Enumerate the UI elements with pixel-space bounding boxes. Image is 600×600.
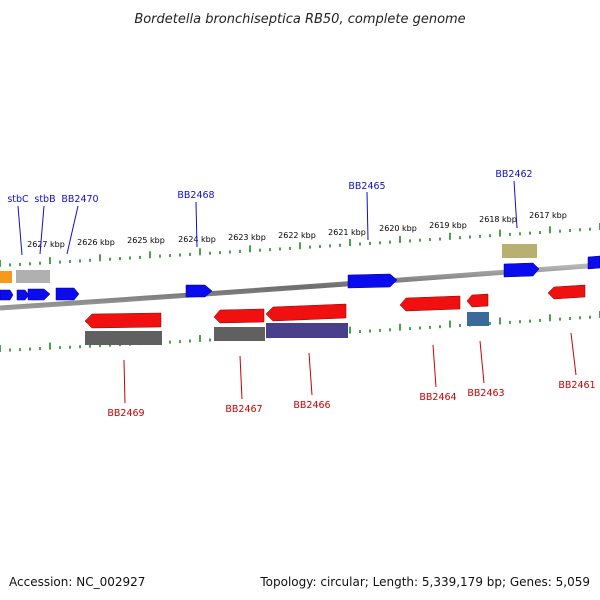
bottom-feature-blocks	[85, 312, 489, 345]
gene-label[interactable]: BB2466	[293, 400, 330, 411]
darkgray-feature-block[interactable]	[214, 327, 265, 341]
accession-text: Accession: NC_002927	[9, 575, 145, 589]
bottom-gene-labels: BB2469 BB2467 BB2466 BB2464 BB2463 BB246…	[107, 380, 595, 419]
gene-label[interactable]: stbC	[7, 194, 29, 205]
top-gene-labels: stbC stbB BB2470 BB2468 BB2465 BB2462	[7, 169, 532, 205]
steelblue-feature-block[interactable]	[467, 312, 489, 326]
scale-label-2625: 2625 kbp	[127, 236, 165, 245]
darkgray-feature-block[interactable]	[85, 331, 162, 345]
scale-labels: 2627 kbp 2626 kbp 2625 kbp 2624 kbp 2623…	[27, 211, 567, 249]
gene-arrow-forward[interactable]	[503, 262, 540, 278]
gene-arrow-reverse[interactable]	[84, 312, 162, 329]
khaki-feature-block[interactable]	[502, 244, 537, 258]
scale-label-2619: 2619 kbp	[429, 221, 467, 230]
gene-label[interactable]: BB2467	[225, 404, 262, 415]
gene-label[interactable]: BB2461	[558, 380, 595, 391]
scale-label-2622: 2622 kbp	[278, 231, 316, 240]
gene-arrow-reverse[interactable]	[547, 284, 586, 300]
orange-feature-block[interactable]	[0, 271, 12, 283]
scale-label-2627: 2627 kbp	[27, 240, 65, 249]
gene-arrow-forward[interactable]	[55, 287, 80, 301]
genome-title: Bordetella bronchiseptica RB50, complete…	[134, 12, 465, 27]
gene-arrow-forward[interactable]	[347, 273, 398, 289]
scale-label-2626: 2626 kbp	[77, 238, 115, 247]
gene-arrow-reverse[interactable]	[213, 308, 265, 324]
reverse-strand-features	[84, 284, 586, 329]
genome-summary-text: Topology: circular; Length: 5,339,179 bp…	[259, 575, 590, 589]
gene-label[interactable]: BB2469	[107, 408, 144, 419]
purple-feature-block[interactable]	[266, 323, 348, 338]
gene-arrow-forward[interactable]	[27, 288, 51, 301]
gene-label[interactable]: BB2462	[495, 169, 532, 180]
bottom-label-leaders	[123, 332, 577, 404]
gene-arrow-reverse[interactable]	[399, 295, 461, 312]
gene-label[interactable]: BB2463	[467, 388, 504, 399]
scale-label-2620: 2620 kbp	[379, 224, 417, 233]
gene-arrow-forward[interactable]	[587, 255, 600, 270]
gene-arrow-reverse[interactable]	[265, 303, 347, 322]
gene-label[interactable]: BB2470	[61, 194, 98, 205]
gray-feature-block[interactable]	[16, 270, 50, 283]
scale-label-2621: 2621 kbp	[328, 228, 366, 237]
top-feature-blocks	[0, 244, 537, 283]
gene-arrow-forward[interactable]	[16, 289, 30, 301]
gene-label[interactable]: BB2464	[419, 392, 456, 403]
scale-label-2617: 2617 kbp	[529, 211, 567, 220]
top-scale-ticks	[0, 223, 600, 267]
gene-arrow-forward[interactable]	[185, 284, 213, 298]
gene-arrow-forward[interactable]	[0, 289, 14, 301]
gene-label[interactable]: stbB	[34, 194, 55, 205]
gene-label[interactable]: BB2468	[177, 190, 214, 201]
scale-label-2618: 2618 kbp	[479, 215, 517, 224]
scale-label-2623: 2623 kbp	[228, 233, 266, 242]
top-label-leaders	[17, 180, 518, 256]
gene-arrow-reverse[interactable]	[466, 293, 489, 308]
forward-strand-features	[0, 255, 600, 301]
gene-label[interactable]: BB2465	[348, 181, 385, 192]
